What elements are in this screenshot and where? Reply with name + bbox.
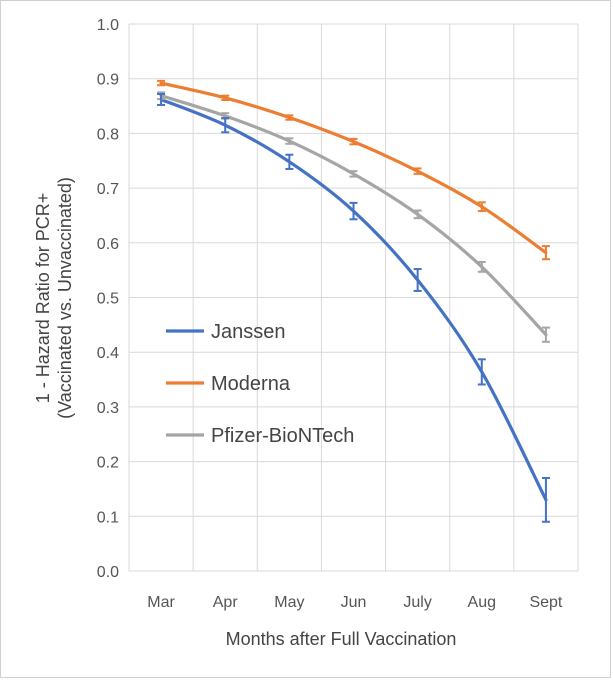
legend-label: Moderna — [211, 373, 291, 395]
y-tick-label: 0.7 — [97, 181, 119, 198]
error-bar — [413, 268, 422, 292]
legend-item: Janssen — [166, 321, 286, 343]
error-bar — [157, 79, 166, 87]
x-tick-label: Apr — [213, 594, 239, 611]
y-axis-title: 1 - Hazard Ratio for PCR+ (Vaccinated vs… — [33, 177, 75, 419]
error-bar — [221, 117, 230, 134]
error-bar — [541, 326, 550, 343]
error-bar — [285, 153, 294, 170]
y-tick-labels: 0.0 0.1 0.2 0.3 0.4 0.5 0.6 0.7 0.8 0.9 1.0 — [97, 17, 119, 581]
x-axis-title: Months after Full Vaccination — [226, 629, 457, 649]
y-axis-title-line2: (Vaccinated vs. Unvaccinated) — [55, 177, 75, 419]
error-bar — [541, 245, 550, 261]
legend-item: Pfizer-BioNTech — [166, 425, 354, 447]
y-axis-title-line1: 1 - Hazard Ratio for PCR+ — [33, 193, 53, 404]
y-tick-label: 1.0 — [97, 17, 119, 34]
legend-label: Pfizer-BioNTech — [211, 425, 354, 447]
error-bars — [157, 79, 550, 523]
x-tick-label: Sept — [529, 594, 562, 611]
y-tick-label: 0.6 — [97, 236, 119, 253]
error-bar — [477, 358, 486, 386]
x-tick-label: Aug — [468, 594, 496, 611]
error-bar — [157, 93, 166, 106]
y-tick-label: 0.9 — [97, 72, 119, 89]
x-tick-label: Jun — [341, 594, 367, 611]
y-tick-label: 0.5 — [97, 291, 119, 308]
error-bar — [221, 94, 230, 102]
error-bar — [349, 137, 358, 146]
y-tick-label: 0.4 — [97, 345, 119, 362]
error-bar — [285, 114, 294, 121]
x-tick-label: Mar — [147, 594, 175, 611]
y-tick-label: 0.2 — [97, 455, 119, 472]
legend-item: Moderna — [166, 373, 291, 395]
y-tick-label: 0.3 — [97, 400, 119, 417]
error-bar — [349, 201, 358, 221]
error-bar — [477, 201, 486, 213]
error-bar — [541, 477, 550, 523]
y-tick-label: 0.8 — [97, 126, 119, 143]
legend: Janssen Moderna Pfizer-BioNTech — [166, 321, 354, 447]
x-tick-label: July — [403, 594, 431, 611]
legend-label: Janssen — [211, 321, 286, 343]
x-tick-labels: Mar Apr May Jun July Aug Sept — [147, 594, 563, 611]
x-tick-label: May — [274, 594, 304, 611]
error-bar — [349, 170, 358, 178]
y-tick-label: 0.1 — [97, 509, 119, 526]
series-line-janssen — [159, 97, 548, 502]
error-bar — [413, 209, 422, 220]
error-bar — [477, 260, 486, 273]
series-line-moderna — [159, 81, 548, 255]
error-bar — [413, 167, 422, 175]
error-bar — [285, 137, 294, 145]
y-tick-label: 0.0 — [97, 564, 119, 581]
